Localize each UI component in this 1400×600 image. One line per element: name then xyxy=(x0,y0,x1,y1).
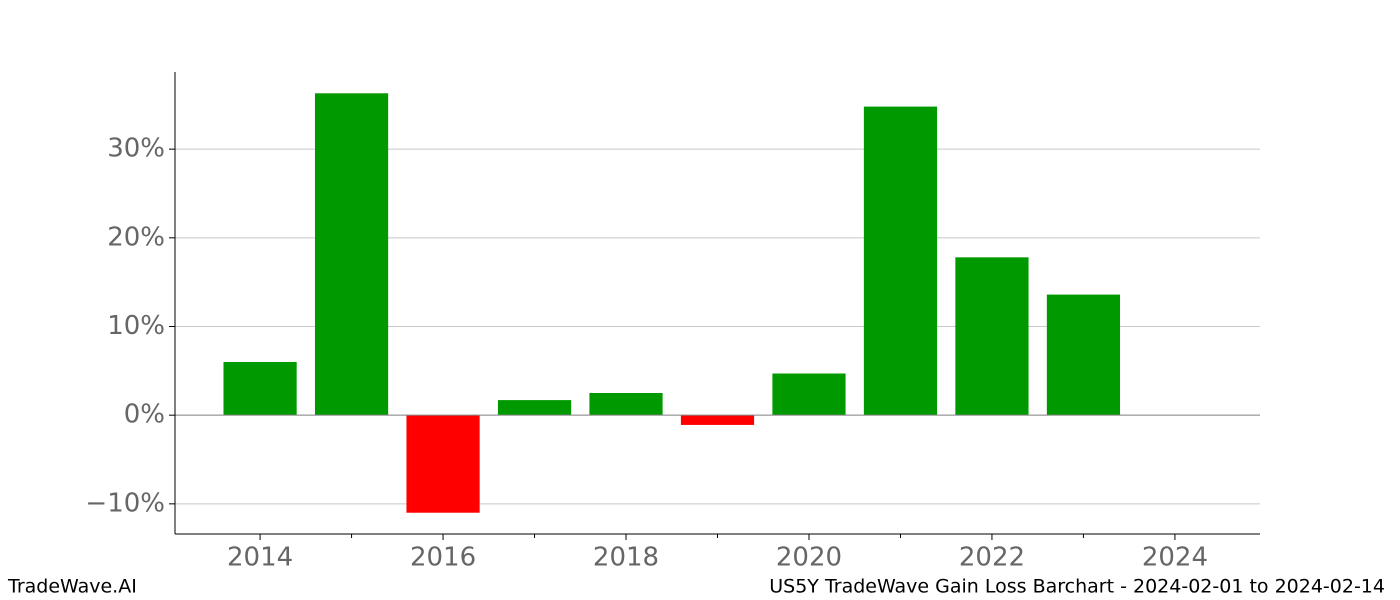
y-tick-label: 30% xyxy=(107,134,165,164)
x-tick-label: 2020 xyxy=(776,543,842,573)
bar xyxy=(772,373,846,416)
bar xyxy=(314,93,389,416)
bar xyxy=(863,106,938,416)
chart-title: US5Y TradeWave Gain Loss Barchart - 2024… xyxy=(769,576,1385,598)
bar xyxy=(406,415,480,513)
y-tick-label: −10% xyxy=(85,488,165,518)
y-tick-label: 0% xyxy=(124,400,165,430)
x-tick-label: 2024 xyxy=(1142,543,1208,573)
watermark: TradeWave.AI xyxy=(7,576,137,598)
x-tick-label: 2014 xyxy=(227,543,293,573)
x-tick-label: 2022 xyxy=(959,543,1025,573)
bar xyxy=(680,415,755,425)
bar xyxy=(589,393,663,416)
x-tick-label: 2016 xyxy=(410,543,476,573)
y-tick-label: 20% xyxy=(107,222,165,252)
bar xyxy=(1046,294,1121,416)
x-tick-label: 2018 xyxy=(593,543,659,573)
bar xyxy=(497,400,572,416)
y-tick-label: 10% xyxy=(107,311,165,341)
bar xyxy=(223,361,297,416)
bar xyxy=(955,257,1029,416)
